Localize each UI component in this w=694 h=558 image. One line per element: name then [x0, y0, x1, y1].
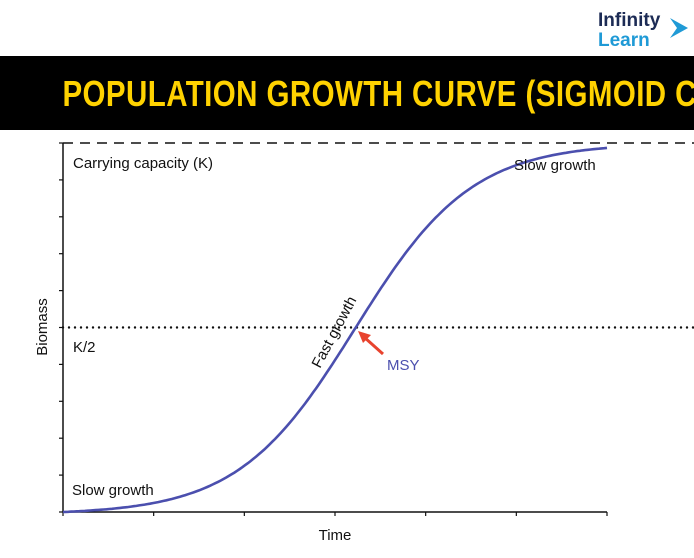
- x-axis-label: Time: [319, 527, 352, 544]
- title-banner: POPULATION GROWTH CURVE (SIGMOID CURVE): [0, 56, 694, 130]
- slow-growth-top-label: Slow growth: [514, 157, 596, 174]
- sigmoid-curve: [62, 146, 608, 514]
- k-half-label: K/2: [73, 339, 96, 356]
- carrying-capacity-label: Carrying capacity (K): [73, 155, 213, 172]
- logo-line2: Learn: [598, 30, 650, 51]
- chevron-logo-icon: [670, 18, 688, 38]
- msy-arrow: [358, 331, 385, 356]
- page-title: POPULATION GROWTH CURVE (SIGMOID CURVE): [62, 73, 694, 114]
- y-axis-label: Biomass: [34, 298, 51, 356]
- slow-growth-bottom-label: Slow growth: [72, 482, 154, 499]
- logo-line1: Infinity: [598, 10, 661, 31]
- infinity-learn-logo: Infinity Learn: [596, 6, 692, 52]
- msy-label: MSY: [387, 357, 420, 374]
